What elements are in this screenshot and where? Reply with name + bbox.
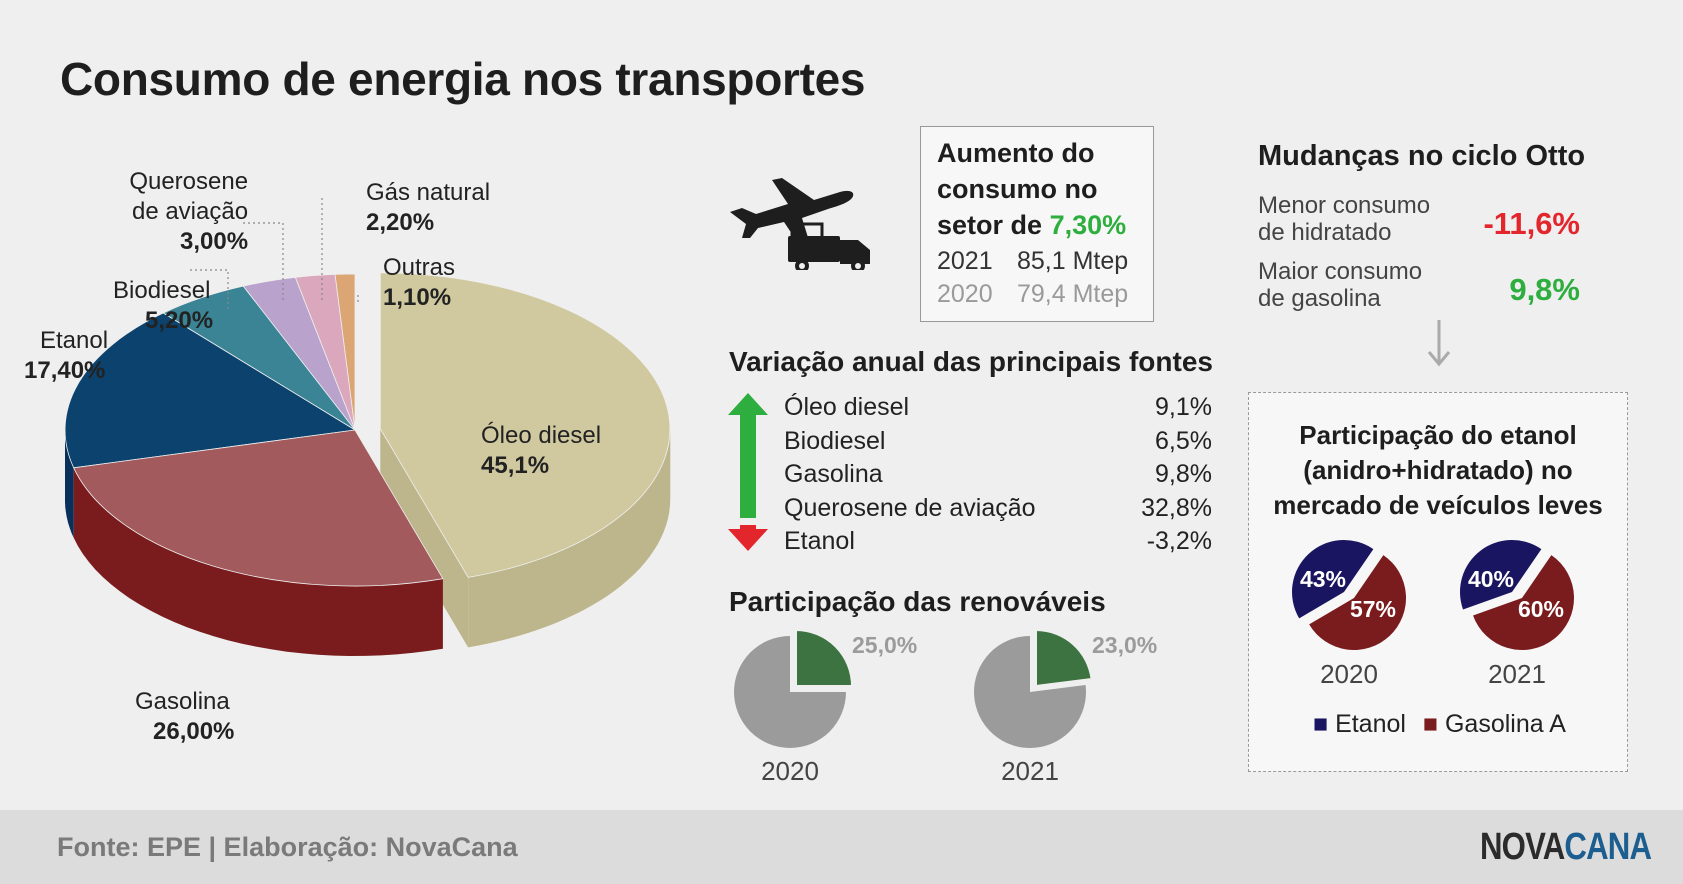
leader-line — [190, 269, 229, 312]
ethanol-share-box: Participação do etanol (anidro+hidratado… — [1248, 392, 1628, 772]
renov-pie-rest — [734, 636, 846, 748]
eth-pie-gasolina — [1473, 555, 1574, 650]
pie-slice-gasolina — [73, 429, 444, 587]
source-text: Fonte: EPE | Elaboração: NovaCana — [57, 832, 518, 862]
eth-year: 2020 — [1320, 659, 1378, 689]
main-pie-chart — [64, 198, 671, 656]
renov-value: 25,0% — [852, 632, 917, 658]
value-querosene: 3,00% — [180, 228, 249, 255]
eth-pie-etanol — [1292, 540, 1374, 619]
pie-side-diesel — [468, 428, 671, 648]
variation-row: Querosene de aviação 32,8% — [784, 492, 1212, 526]
page-title: Consumo de energia nos transportes — [60, 53, 866, 105]
increase-value: 7,30% — [1049, 210, 1127, 240]
pie-slice-etanol — [64, 312, 357, 469]
renov-year: 2021 — [1001, 756, 1059, 786]
eth-pie-gasolina — [1309, 555, 1406, 650]
variation-table: Óleo diesel 9,1% Biodiesel 6,5% Gasolina 9,8%… — [784, 391, 1212, 559]
otto-item-gasolina: Maior consumo de gasolina — [1258, 258, 1423, 312]
renov-year: 2020 — [761, 756, 819, 786]
otto-title: Mudanças no ciclo Otto — [1258, 140, 1586, 172]
variation-value: 32,8% — [1141, 493, 1212, 522]
variation-source: Querosene de aviação — [784, 493, 1036, 522]
leader-line — [243, 222, 284, 300]
variation-arrows-icon — [728, 393, 768, 551]
otto-value-gasolina: 9,8% — [1509, 272, 1580, 307]
eth-label-gasolina: 60% — [1518, 596, 1564, 622]
label-diesel: Óleo diesel 45,1% — [481, 422, 602, 479]
pie-slice-diesel — [379, 272, 671, 578]
variation-source: Gasolina — [784, 460, 883, 488]
footer — [0, 810, 1683, 884]
variation-value: 6,5% — [1155, 426, 1212, 455]
otto-item-hidratado: Menor consumo de hidratado — [1258, 192, 1431, 246]
variation-value: 9,1% — [1155, 393, 1212, 421]
label-etanol: Etanol 17,40% — [24, 327, 109, 384]
variation-row: Etanol -3,2% — [784, 525, 1212, 559]
variation-value: -3,2% — [1146, 527, 1212, 555]
renov-title: Participação das renováveis — [729, 586, 1106, 617]
pie-side-gasolina — [73, 467, 443, 656]
legend-gasolina-swatch: ■ — [1422, 710, 1439, 738]
variation-source: Óleo diesel — [784, 393, 910, 421]
pie-side-etanol — [65, 430, 74, 538]
renov-value: 23,0% — [1092, 632, 1157, 658]
variation-source: Biodiesel — [784, 426, 886, 455]
plane-truck-icon — [730, 178, 870, 270]
label-gas-natural: Gás natural 2,20% — [366, 179, 491, 236]
renov-pie-slice — [1035, 628, 1093, 688]
label-gasolina: Gasolina 26,00% — [135, 688, 235, 745]
pie-cut-diesel — [380, 428, 469, 648]
label-outras: Outras 1,10% — [383, 254, 456, 311]
renov-pie-slice — [795, 628, 854, 687]
eth-label-etanol: 40% — [1468, 566, 1514, 592]
renov-pie-rest — [974, 636, 1086, 748]
renewables-pies: 25,0% 2020 23,0% 2021 — [734, 628, 1157, 786]
eth-year: 2021 — [1488, 659, 1546, 689]
consumption-increase-box: Aumento do consumo no setor de 7,30% 202… — [920, 126, 1154, 322]
eth-label-gasolina: 57% — [1350, 596, 1396, 622]
variation-title: Variação anual das principais fontes — [729, 346, 1213, 377]
novacana-logo: NOVACANA — [1480, 826, 1652, 868]
eth-label-etanol: 43% — [1300, 566, 1346, 592]
ethanol-legend: ■ Etanol ■ Gasolina A — [1313, 710, 1566, 738]
otto-value-hidratado: -11,6% — [1483, 206, 1580, 241]
variation-row: Gasolina 9,8% — [784, 458, 1212, 492]
variation-row: Biodiesel 6,5% — [784, 425, 1212, 459]
label-biodiesel: Biodiesel 5,20% — [113, 277, 214, 334]
variation-value: 9,8% — [1155, 460, 1212, 488]
label-querosene: Querosene de aviação 3,00% — [122, 167, 248, 257]
eth-pie-etanol — [1460, 540, 1542, 610]
arrow-down-icon — [1427, 320, 1451, 367]
legend-etanol-swatch: ■ — [1313, 710, 1329, 738]
variation-source: Etanol — [784, 527, 855, 555]
variation-row: Óleo diesel 9,1% — [784, 391, 1212, 425]
ethanol-pies: 43%57% 2020 40%60% 2021 — [1292, 540, 1574, 689]
